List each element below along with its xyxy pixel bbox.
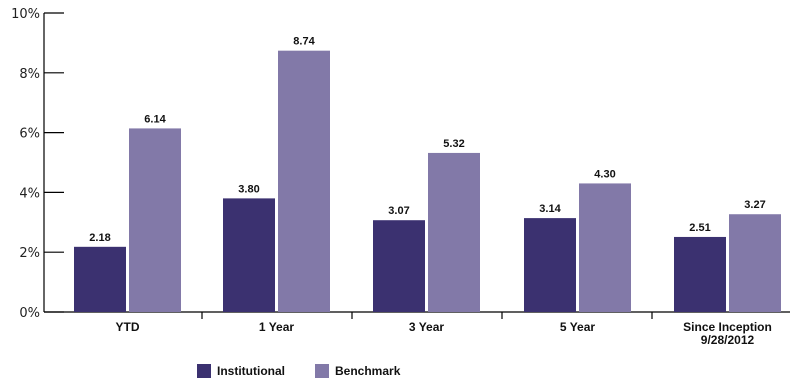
category-label: 1 Year: [259, 320, 294, 334]
bar-benchmark-3: [579, 183, 631, 312]
legend-label: Benchmark: [335, 364, 401, 378]
bar-institutional-3: [524, 218, 576, 312]
category-label: 9/28/2012: [701, 333, 755, 347]
data-label: 4.30: [594, 168, 615, 180]
category-label: YTD: [116, 320, 140, 334]
data-label: 3.07: [388, 205, 409, 217]
bar-institutional-0: [74, 246, 126, 312]
y-tick-label: 0%: [19, 306, 40, 321]
data-label: 6.14: [144, 113, 166, 125]
data-label: 2.51: [689, 222, 710, 234]
y-tick-label: 2%: [19, 246, 40, 261]
bar-institutional-4: [674, 236, 726, 312]
bar-benchmark-1: [278, 50, 330, 312]
legend: Institutional Benchmark: [197, 364, 401, 378]
labels: 2.18 3.80 3.07 3.14 2.51 6.14 8.74 5.32 4.30 3.27…: [89, 36, 772, 347]
data-label: 3.80: [238, 183, 259, 195]
data-label: 2.18: [89, 232, 110, 244]
bar-institutional-1: [223, 198, 275, 312]
legend-swatch: [315, 364, 329, 378]
category-label: 5 Year: [560, 320, 595, 334]
category-label: Since Inception: [683, 320, 772, 334]
data-label: 8.74: [293, 36, 315, 48]
data-label: 5.32: [443, 138, 464, 150]
bars: [74, 50, 781, 312]
y-tick-label: 8%: [19, 67, 40, 82]
bar-benchmark-0: [129, 128, 181, 312]
category-label: 3 Year: [409, 320, 444, 334]
legend-swatch: [197, 364, 211, 378]
legend-label: Institutional: [217, 364, 285, 378]
y-tick-label: 4%: [19, 186, 40, 201]
bar-benchmark-4: [729, 214, 781, 312]
bar-benchmark-2: [428, 152, 480, 312]
bar-institutional-2: [373, 220, 425, 312]
data-label: 3.14: [539, 203, 561, 215]
y-tick-label: 10%: [11, 7, 40, 22]
data-label: 3.27: [744, 199, 765, 211]
y-tick-label: 6%: [19, 127, 40, 142]
